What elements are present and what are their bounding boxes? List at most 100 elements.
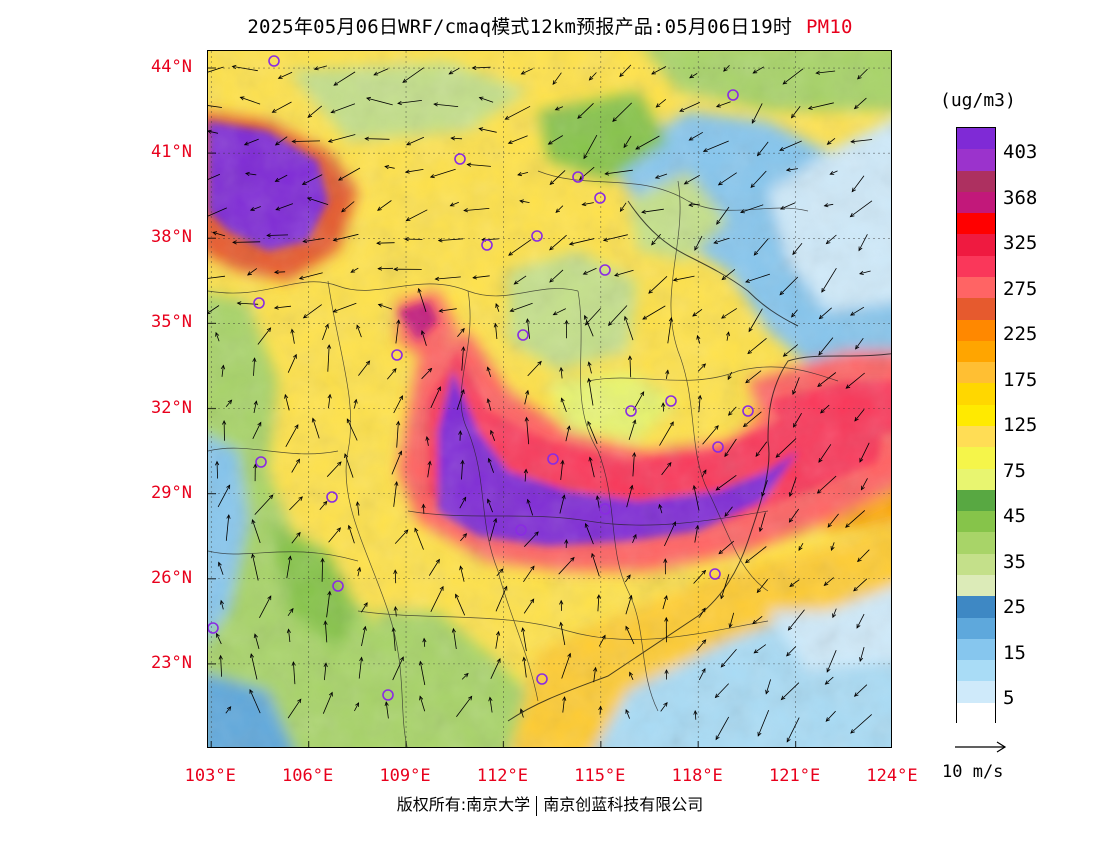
wind-arrow: [391, 450, 403, 475]
wind-arrow: [598, 705, 603, 715]
wind-arrow: [249, 653, 258, 680]
wind-arrow: [660, 701, 668, 712]
colorbar-segment: [957, 511, 995, 533]
wind-arrow: [853, 97, 867, 110]
colorbar-segment: [957, 234, 995, 257]
wind-arrow: [596, 594, 601, 612]
lat-label: 35°N: [151, 312, 192, 333]
wind-arrow: [564, 319, 569, 339]
wind-arrow: [333, 71, 356, 86]
wind-arrow: [588, 456, 595, 478]
wind-arrow: [757, 709, 770, 737]
wind-arrow: [793, 412, 802, 428]
wind-arrow: [455, 593, 466, 616]
wind-arrow: [702, 140, 729, 152]
wind-arrow: [824, 676, 834, 685]
wind-arrow: [266, 233, 289, 238]
wind-arrow: [696, 334, 701, 344]
wind-arrow: [405, 209, 428, 222]
wind-arrow: [632, 451, 637, 477]
wind-arrow: [522, 656, 527, 678]
wind-arrow: [549, 170, 566, 186]
wind-arrow: [274, 174, 288, 182]
colorbar-label: 125: [1003, 414, 1038, 436]
wind-arrow: [859, 270, 871, 275]
wind-arrow: [587, 361, 592, 374]
wind-arrow: [635, 135, 660, 150]
wind-arrow: [725, 331, 731, 341]
wind-arrow: [460, 459, 465, 480]
wind-arrow: [251, 519, 261, 544]
wind-arrow: [651, 233, 662, 246]
wind-arrow: [212, 231, 226, 237]
wind-arrow: [353, 398, 358, 409]
lon-label: 112°E: [476, 766, 529, 786]
wind-arrow: [625, 625, 635, 645]
wind-arrow: [629, 671, 634, 680]
lat-label: 41°N: [151, 142, 192, 163]
wind-arrow: [713, 237, 730, 244]
wind-arrow: [338, 167, 361, 181]
wind-arrow: [392, 656, 404, 681]
wind-arrow: [486, 366, 492, 378]
wind-arrow: [807, 102, 834, 110]
wind-arrow: [225, 514, 231, 541]
wind-arrow: [688, 131, 704, 141]
wind-arrow: [457, 327, 465, 338]
wind-arrow: [493, 322, 498, 340]
colorbar-segment: [957, 213, 995, 235]
wind-arrow: [327, 393, 332, 409]
graticule: [208, 51, 891, 747]
wind-arrow: [428, 558, 440, 576]
wind-arrow: [523, 598, 535, 614]
wind-arrow: [287, 353, 297, 373]
wind-arrow: [642, 305, 666, 320]
wind-arrow: [326, 461, 342, 477]
wind-arrow: [602, 234, 628, 242]
wind-arrow: [744, 546, 767, 564]
wind-arrow: [856, 613, 865, 629]
colorbar-segment: [957, 489, 995, 512]
wind-arrow: [619, 202, 627, 212]
wind-arrow: [693, 569, 707, 584]
wind-arrow: [358, 360, 371, 376]
title-text: 2025年05月06日WRF/cmaq模式12km预报产品:05月06日19时: [247, 16, 793, 38]
wind-arrow: [560, 459, 565, 480]
colorbar-segment: [957, 426, 995, 448]
wind-arrow: [487, 498, 493, 513]
wind-arrow: [323, 662, 328, 681]
wind-arrow: [751, 103, 763, 124]
wind-arrow: [761, 480, 768, 497]
wind-arrow: [750, 170, 767, 189]
wind-arrow: [259, 595, 272, 618]
wind-arrow: [451, 627, 457, 650]
wind-arrow: [549, 234, 567, 251]
wind-arrow: [523, 565, 535, 583]
wind-arrow: [790, 106, 801, 119]
wind-arrow: [421, 367, 433, 380]
wind-arrow: [275, 203, 294, 211]
wind-arrow: [225, 399, 233, 407]
wind-arrow: [384, 165, 395, 170]
pollutant-label: PM10: [806, 16, 853, 38]
colorbar-segment: [957, 170, 995, 193]
wind-arrow: [853, 578, 868, 592]
wind-arrow: [419, 695, 426, 712]
wind-arrow: [779, 202, 796, 210]
colorbar-segment: [957, 128, 995, 150]
colorbar-label: 15: [1003, 641, 1026, 664]
wind-arrow: [698, 363, 707, 372]
wind-arrow: [716, 206, 730, 225]
wind-arrow: [509, 302, 533, 312]
colorbar-label: 25: [1003, 596, 1026, 618]
reference-vector-label: 10 m/s: [942, 762, 1004, 782]
lon-label: 103°E: [184, 766, 236, 786]
wind-arrow: [437, 238, 464, 243]
wind-arrow: [694, 235, 703, 251]
wind-arrow: [827, 513, 839, 528]
wind-arrow: [285, 424, 299, 447]
wind-arrow: [792, 377, 800, 395]
lon-label: 121°E: [769, 766, 821, 786]
wind-arrow: [860, 478, 868, 491]
wind-arrow: [397, 100, 422, 106]
